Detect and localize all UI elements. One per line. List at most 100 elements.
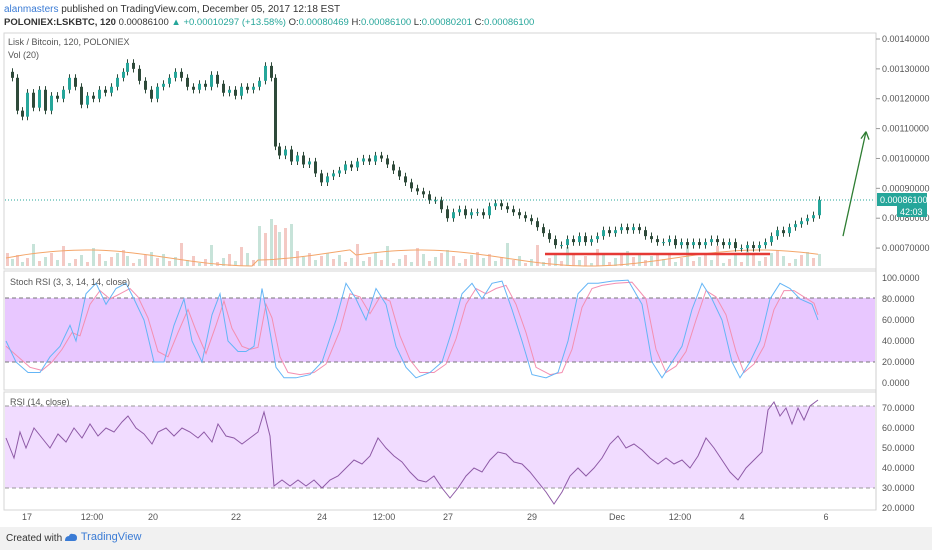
- publish-info: published on TradingView.com, December 0…: [58, 4, 341, 15]
- candle-body: [458, 209, 461, 213]
- low-value: 0.00080201: [421, 17, 472, 28]
- candle-body: [560, 245, 563, 247]
- candle-body: [204, 83, 207, 87]
- candle-body: [21, 110, 24, 117]
- candle-body: [258, 80, 261, 87]
- volume-bar: [410, 262, 413, 266]
- volume-bar: [590, 263, 593, 266]
- chart-header: alanmasters published on TradingView.com…: [0, 0, 932, 32]
- candle-body: [428, 194, 431, 201]
- volume-bar: [240, 247, 243, 266]
- chart-canvas[interactable]: 0.00140000 0.00130000 0.00120000 0.00110000…: [0, 0, 932, 527]
- candle-body: [686, 242, 689, 246]
- candle-body: [50, 95, 53, 111]
- volume-bar: [86, 262, 89, 266]
- time-tick-label: 12:00: [373, 512, 396, 522]
- volume-bar: [380, 260, 383, 266]
- volume-bar: [566, 247, 569, 266]
- volume-bar: [746, 248, 749, 266]
- volume-bar: [56, 260, 59, 266]
- volume-bar: [11, 259, 14, 266]
- price-tag-bg: [877, 193, 927, 206]
- volume-bar: [530, 259, 533, 266]
- volume-bar: [572, 253, 575, 266]
- volume-bar: [138, 259, 141, 266]
- candle-body: [274, 77, 277, 147]
- candle-body: [62, 89, 65, 99]
- candle-body: [290, 149, 293, 162]
- volume-bar: [740, 262, 743, 266]
- volume-bar: [524, 263, 527, 266]
- volume-bar: [782, 256, 785, 266]
- volume-bar: [458, 263, 461, 266]
- candle-body: [92, 95, 95, 99]
- candle-body: [228, 89, 231, 93]
- volume-bar: [554, 254, 557, 266]
- stoch-tick-label: 60.0000: [882, 315, 915, 325]
- volume-bar: [198, 263, 201, 266]
- volume-bar: [428, 261, 431, 266]
- candle-body: [488, 206, 491, 216]
- price-tick-label: 0.00120000: [882, 94, 930, 104]
- candle-body: [126, 62, 129, 72]
- volume-bar: [344, 262, 347, 266]
- volume-bar: [728, 259, 731, 266]
- open-label: O:: [288, 17, 299, 28]
- volume-bar: [274, 225, 277, 266]
- stoch-k-line: [5, 279, 819, 379]
- candle-body: [362, 158, 365, 162]
- candle-body: [314, 161, 317, 174]
- volume-bar: [620, 254, 623, 266]
- volume-bar: [144, 255, 147, 266]
- volume-bar: [644, 260, 647, 266]
- tradingview-link[interactable]: TradingView: [64, 531, 141, 543]
- symbol-label: POLONIEX:LSKBTC, 120: [4, 17, 116, 28]
- candle-body: [416, 188, 419, 192]
- rsi-tick-label: 60.0000: [882, 423, 915, 433]
- volume-bar: [440, 253, 443, 266]
- volume-bar: [638, 253, 641, 266]
- candle-body: [530, 218, 533, 222]
- volume-bar: [788, 263, 791, 266]
- candle-body: [506, 206, 509, 210]
- volume-bar: [126, 256, 129, 266]
- candle-body: [308, 161, 311, 165]
- candle-body: [350, 164, 353, 168]
- candle-body: [144, 80, 147, 90]
- volume-bar: [542, 262, 545, 266]
- volume-bar: [186, 260, 189, 266]
- candle-body: [620, 227, 623, 231]
- candle-body: [746, 245, 749, 249]
- stoch-rsi-lines: [5, 279, 819, 379]
- volume-bar: [506, 243, 509, 266]
- open-value: 0.00080469: [298, 17, 349, 28]
- time-tick-label: 12:00: [81, 512, 104, 522]
- volume-label: Vol (20): [8, 50, 39, 60]
- author-link[interactable]: alanmasters: [4, 4, 59, 15]
- volume-bar: [278, 232, 281, 266]
- rsi-tick-label: 50.0000: [882, 443, 915, 453]
- volume-bar: [228, 254, 231, 266]
- candle-body: [168, 77, 171, 84]
- volume-bar: [674, 262, 677, 266]
- volume-bar: [98, 254, 101, 266]
- candle-body: [44, 89, 47, 111]
- candle-body: [11, 71, 14, 78]
- candle-body: [398, 170, 401, 177]
- volume-bar: [512, 260, 515, 266]
- volume-bar: [716, 246, 719, 266]
- candle-body: [110, 86, 113, 93]
- stoch-tick-label: 0.0000: [882, 378, 910, 388]
- candle-body: [386, 158, 389, 165]
- volume-bar: [518, 256, 521, 266]
- volume-bar: [806, 252, 809, 266]
- candle-body: [524, 215, 527, 219]
- candle-body: [656, 239, 659, 243]
- candle-body: [26, 92, 29, 117]
- time-tick-label: 12:00: [669, 512, 692, 522]
- candle-body: [692, 242, 695, 246]
- candle-body: [56, 95, 59, 99]
- candle-body: [240, 86, 243, 96]
- time-tick-label: 29: [527, 512, 537, 522]
- candle-body: [210, 74, 213, 87]
